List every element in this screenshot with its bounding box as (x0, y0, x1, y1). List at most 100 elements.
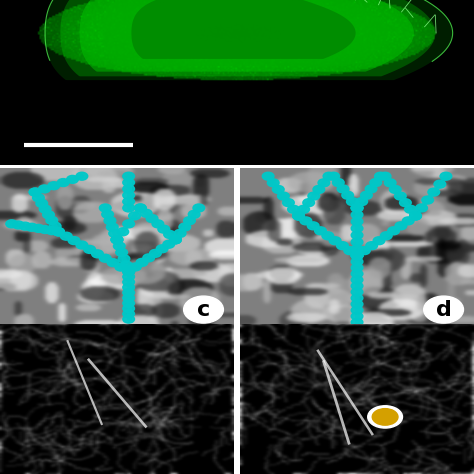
Circle shape (337, 242, 348, 250)
Circle shape (19, 222, 31, 230)
Circle shape (428, 188, 439, 196)
Circle shape (123, 220, 135, 228)
Circle shape (351, 252, 363, 260)
Circle shape (49, 222, 61, 230)
Circle shape (123, 278, 135, 286)
Polygon shape (45, 0, 453, 80)
Circle shape (129, 263, 141, 271)
Circle shape (67, 175, 78, 183)
Circle shape (293, 212, 304, 220)
Polygon shape (103, 0, 388, 66)
Circle shape (337, 185, 349, 193)
Circle shape (38, 185, 50, 193)
Circle shape (288, 205, 300, 213)
Circle shape (293, 212, 304, 220)
Circle shape (123, 310, 135, 318)
Circle shape (111, 236, 123, 244)
Circle shape (43, 211, 55, 219)
Circle shape (123, 204, 135, 212)
Circle shape (298, 205, 310, 213)
Circle shape (36, 200, 47, 208)
Circle shape (390, 185, 401, 193)
Circle shape (53, 228, 64, 236)
Circle shape (323, 172, 335, 180)
Circle shape (351, 282, 363, 290)
Circle shape (351, 276, 363, 284)
Polygon shape (131, 0, 356, 59)
Circle shape (361, 191, 372, 199)
Circle shape (33, 224, 44, 232)
Circle shape (351, 204, 363, 212)
Text: d: d (436, 300, 452, 319)
Circle shape (39, 226, 51, 234)
Circle shape (135, 204, 146, 212)
Circle shape (53, 228, 64, 236)
Circle shape (422, 196, 434, 204)
Circle shape (365, 185, 377, 193)
Circle shape (351, 270, 363, 278)
Circle shape (136, 258, 148, 266)
Circle shape (76, 172, 88, 180)
Circle shape (402, 217, 414, 225)
Circle shape (293, 212, 304, 220)
Circle shape (100, 204, 111, 212)
Circle shape (76, 241, 88, 249)
Circle shape (39, 205, 51, 213)
Circle shape (120, 261, 132, 269)
Circle shape (170, 236, 181, 244)
Circle shape (358, 246, 370, 255)
Circle shape (342, 191, 354, 199)
Circle shape (149, 249, 161, 257)
Circle shape (351, 319, 363, 326)
Circle shape (351, 264, 363, 272)
Circle shape (384, 179, 396, 187)
Circle shape (351, 245, 363, 253)
Circle shape (273, 185, 284, 193)
Circle shape (183, 217, 195, 225)
Circle shape (123, 283, 135, 292)
Circle shape (373, 237, 385, 245)
Circle shape (370, 179, 382, 187)
Circle shape (388, 227, 400, 235)
Circle shape (372, 409, 398, 425)
Circle shape (123, 299, 135, 307)
Circle shape (400, 199, 411, 207)
Circle shape (329, 237, 341, 245)
Circle shape (128, 212, 140, 220)
Circle shape (366, 242, 377, 250)
Circle shape (123, 267, 135, 275)
Circle shape (351, 252, 363, 260)
Circle shape (351, 224, 363, 232)
Circle shape (344, 246, 356, 255)
Circle shape (143, 254, 155, 262)
Circle shape (351, 306, 363, 314)
Circle shape (29, 188, 41, 196)
Circle shape (322, 232, 334, 240)
Circle shape (57, 179, 69, 187)
Circle shape (410, 212, 421, 220)
Circle shape (410, 212, 421, 220)
Circle shape (146, 215, 158, 222)
Circle shape (170, 236, 181, 244)
Circle shape (351, 204, 363, 212)
Circle shape (368, 406, 402, 428)
Circle shape (140, 210, 152, 217)
Circle shape (26, 223, 37, 231)
Circle shape (416, 204, 428, 212)
Circle shape (318, 179, 330, 187)
Circle shape (123, 198, 135, 206)
Circle shape (68, 237, 80, 245)
Circle shape (374, 172, 386, 180)
Circle shape (394, 192, 406, 200)
Text: c: c (197, 300, 210, 319)
Circle shape (277, 192, 289, 200)
Circle shape (156, 245, 168, 253)
Circle shape (115, 263, 127, 271)
Circle shape (381, 232, 392, 240)
Circle shape (6, 220, 18, 228)
Circle shape (170, 236, 181, 244)
Polygon shape (60, 0, 436, 76)
Circle shape (123, 289, 135, 297)
Circle shape (351, 300, 363, 308)
Circle shape (158, 225, 170, 233)
